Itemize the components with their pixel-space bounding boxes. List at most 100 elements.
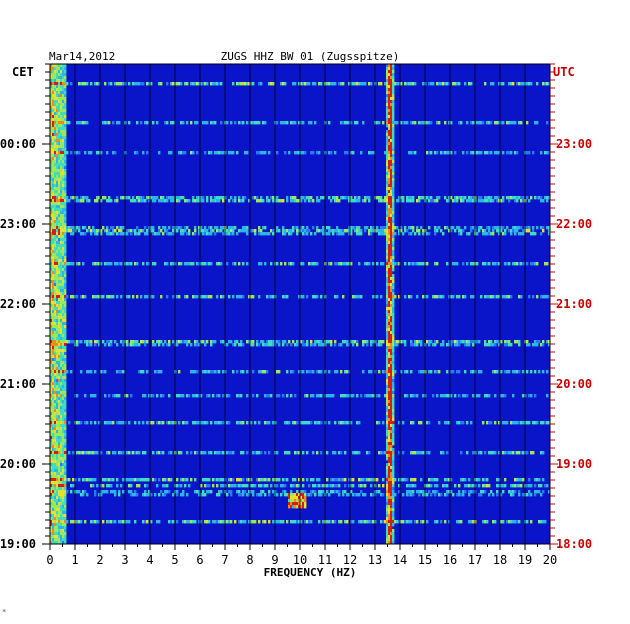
axis-ticks — [42, 63, 558, 550]
spectrogram-cell — [58, 97, 61, 101]
spectrogram-cell — [296, 496, 299, 500]
spectrogram-cell — [180, 82, 183, 86]
spectrogram-cell — [268, 421, 271, 425]
spectrogram-cell — [328, 226, 331, 230]
spectrogram-cell — [494, 121, 497, 125]
spectrogram-cell — [400, 199, 403, 203]
spectrogram-cell — [150, 82, 153, 86]
spectrogram-cell — [258, 370, 261, 374]
spectrogram-cell — [492, 232, 495, 236]
spectrogram-cell — [54, 511, 57, 515]
spectrogram-cell — [280, 493, 283, 497]
spectrogram-cell — [54, 490, 57, 494]
spectrogram-cell — [218, 490, 221, 494]
spectrogram-cell — [176, 343, 179, 347]
spectrogram-cell — [484, 490, 487, 494]
spectrogram-cell — [56, 247, 59, 251]
spectrogram-cell — [60, 364, 63, 368]
spectrogram-cell — [58, 415, 61, 419]
spectrogram-cell — [388, 502, 391, 506]
spectrogram-cell — [392, 346, 395, 350]
spectrogram-cell — [392, 439, 395, 443]
spectrogram-cell — [264, 232, 267, 236]
spectrogram-cell — [220, 262, 223, 266]
spectrogram-cell — [62, 364, 65, 368]
spectrogram-cell — [504, 232, 507, 236]
spectrogram-cell — [340, 343, 343, 347]
spectrogram-cell — [52, 283, 55, 287]
spectrogram-cell — [488, 121, 491, 125]
spectrogram-cell — [388, 127, 391, 131]
spectrogram-cell — [194, 121, 197, 125]
spectrogram-cell — [384, 370, 387, 374]
spectrogram-cell — [388, 451, 391, 455]
spectrogram-cell — [350, 196, 353, 200]
spectrogram-cell — [340, 121, 343, 125]
spectrogram-cell — [388, 253, 391, 257]
spectrogram-cell — [544, 262, 547, 266]
spectrogram-cell — [368, 394, 371, 398]
spectrogram-cell — [56, 370, 59, 374]
spectrogram-cell — [390, 421, 393, 425]
spectrogram-cell — [390, 139, 393, 143]
spectrogram-cell — [68, 340, 71, 344]
spectrogram-cell — [284, 490, 287, 494]
spectrogram-cell — [260, 451, 263, 455]
spectrogram-cell — [386, 277, 389, 281]
spectrogram-cell — [314, 421, 317, 425]
spectrogram-cell — [388, 172, 391, 176]
spectrogram-cell — [212, 82, 215, 86]
spectrogram-cell — [528, 82, 531, 86]
spectrogram-cell — [58, 268, 61, 272]
spectrogram-cell — [158, 82, 161, 86]
spectrogram-cell — [62, 532, 65, 536]
spectrogram-cell — [348, 478, 351, 482]
spectrogram-cell — [118, 394, 121, 398]
spectrogram-cell — [332, 82, 335, 86]
spectrogram-cell — [388, 118, 391, 122]
spectrogram-cell — [76, 121, 79, 125]
spectrogram-cell — [62, 196, 65, 200]
spectrogram-cell — [286, 421, 289, 425]
spectrogram-cell — [54, 169, 57, 173]
spectrogram-cell — [52, 535, 55, 539]
spectrogram-cell — [90, 520, 93, 524]
spectrogram-cell — [412, 199, 415, 203]
spectrogram-cell — [64, 526, 67, 530]
spectrogram-cell — [52, 448, 55, 452]
spectrogram-cell — [52, 190, 55, 194]
spectrogram-cell — [432, 82, 435, 86]
spectrogram-cell — [390, 79, 393, 83]
spectrogram-cell — [526, 229, 529, 233]
spectrogram-cell — [334, 229, 337, 233]
spectrogram-cell — [64, 523, 67, 527]
spectrogram-cell — [362, 520, 365, 524]
spectrogram-cell — [392, 499, 395, 503]
spectrogram-cell — [268, 340, 271, 344]
spectrogram-cell — [410, 490, 413, 494]
spectrogram-cell — [344, 478, 347, 482]
spectrogram-cell — [52, 433, 55, 437]
spectrogram-cell — [294, 421, 297, 425]
spectrogram-cell — [266, 199, 269, 203]
spectrogram-cell — [56, 532, 59, 536]
spectrogram-cell — [50, 277, 53, 281]
spectrogram-cell — [186, 295, 189, 299]
spectrogram-cell — [276, 370, 279, 374]
spectrogram-cell — [500, 121, 503, 125]
spectrogram-cell — [212, 199, 215, 203]
spectrogram-cell — [54, 424, 57, 428]
spectrogram-cell — [208, 484, 211, 488]
spectrogram-cell — [196, 121, 199, 125]
spectrogram-cell — [386, 64, 389, 68]
spectrogram-cell — [392, 265, 395, 269]
spectrogram-cell — [136, 199, 139, 203]
spectrogram-cell — [386, 523, 389, 527]
date-label: Mar14,2012 — [49, 50, 115, 63]
spectrogram-cell — [388, 208, 391, 212]
spectrogram-cell — [56, 364, 59, 368]
spectrogram-cell — [212, 229, 215, 233]
spectrogram-cell — [118, 490, 121, 494]
spectrogram-cell — [394, 478, 397, 482]
spectrogram-cell — [414, 484, 417, 488]
